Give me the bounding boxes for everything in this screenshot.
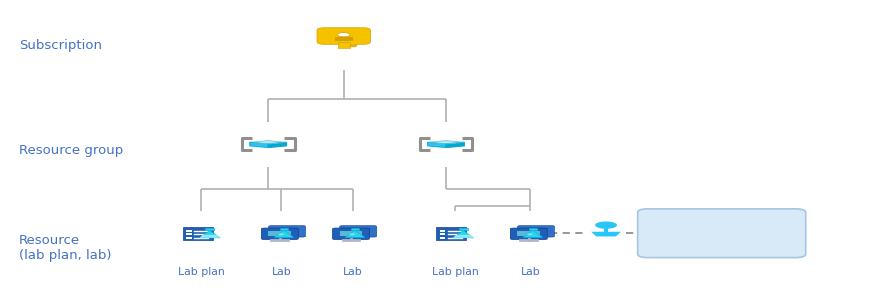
Polygon shape xyxy=(345,230,365,237)
Polygon shape xyxy=(250,142,268,147)
Bar xyxy=(440,230,445,232)
FancyBboxPatch shape xyxy=(268,226,306,237)
Polygon shape xyxy=(453,235,474,238)
Polygon shape xyxy=(200,230,220,238)
Polygon shape xyxy=(453,230,474,238)
Circle shape xyxy=(278,233,284,235)
Text: Resource
(lab plan, lab): Resource (lab plan, lab) xyxy=(19,234,112,262)
Polygon shape xyxy=(200,235,220,238)
FancyBboxPatch shape xyxy=(268,230,291,236)
Polygon shape xyxy=(428,141,464,144)
Text: Lab Contributor: Lab Contributor xyxy=(675,227,768,240)
Bar xyxy=(186,233,192,235)
Bar xyxy=(350,46,356,47)
FancyBboxPatch shape xyxy=(261,228,298,239)
FancyBboxPatch shape xyxy=(436,226,467,240)
FancyBboxPatch shape xyxy=(638,209,805,258)
FancyBboxPatch shape xyxy=(317,28,370,44)
Text: Lab: Lab xyxy=(343,267,362,278)
Circle shape xyxy=(350,233,355,235)
Bar xyxy=(186,237,192,239)
Bar xyxy=(458,228,467,230)
Bar xyxy=(440,233,445,235)
Polygon shape xyxy=(274,230,293,237)
Text: Lab: Lab xyxy=(272,267,292,278)
Circle shape xyxy=(337,33,350,37)
Polygon shape xyxy=(268,142,286,147)
FancyBboxPatch shape xyxy=(333,228,369,239)
Circle shape xyxy=(595,221,617,229)
Bar xyxy=(205,228,214,230)
Text: Resource group: Resource group xyxy=(19,143,123,157)
Bar xyxy=(351,228,359,230)
Text: Lab: Lab xyxy=(521,267,541,278)
FancyBboxPatch shape xyxy=(340,226,376,237)
FancyBboxPatch shape xyxy=(510,228,548,239)
Text: Subscription: Subscription xyxy=(19,40,103,52)
Bar xyxy=(337,42,350,48)
Circle shape xyxy=(527,233,533,235)
FancyBboxPatch shape xyxy=(517,230,541,236)
Polygon shape xyxy=(446,142,464,147)
Text: Lab plan: Lab plan xyxy=(432,267,478,278)
Polygon shape xyxy=(523,230,542,237)
Bar xyxy=(529,228,536,230)
Bar xyxy=(186,230,192,232)
Text: Lab plan: Lab plan xyxy=(178,267,225,278)
Bar xyxy=(280,228,287,230)
Bar xyxy=(440,237,445,239)
FancyBboxPatch shape xyxy=(340,230,362,236)
Polygon shape xyxy=(428,142,446,147)
Bar xyxy=(350,45,357,46)
FancyBboxPatch shape xyxy=(183,226,213,240)
Polygon shape xyxy=(250,141,286,144)
Polygon shape xyxy=(591,232,621,236)
FancyBboxPatch shape xyxy=(517,226,555,237)
